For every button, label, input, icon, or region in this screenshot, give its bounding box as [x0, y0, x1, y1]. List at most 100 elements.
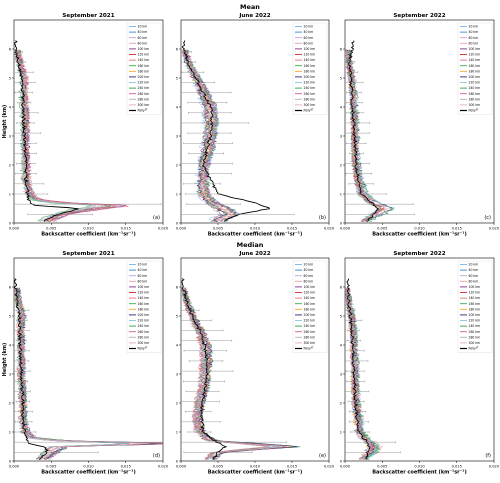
x-tick-label: 0.020: [324, 227, 335, 231]
series-line: [14, 49, 108, 222]
panel-letter: (d): [153, 453, 160, 459]
x-axis-label: Backscatter coefficient (km⁻¹sr⁻¹): [372, 470, 467, 476]
series-line: [182, 287, 287, 460]
y-tick-label: 6: [176, 47, 179, 51]
y-tick-label: 1: [340, 430, 342, 434]
legend-entry: PollyXT: [138, 108, 149, 113]
legend-entry: 160 km: [469, 302, 481, 306]
x-tick-label: 0.020: [158, 227, 169, 231]
legend-entry: 40 km: [138, 30, 148, 34]
x-tick-label: 0.010: [83, 227, 94, 231]
legend-entry: 60 km: [138, 36, 148, 40]
row-title-median: Median: [237, 241, 264, 249]
polly-line: [346, 278, 371, 460]
panel-letter: (c): [484, 215, 491, 221]
x-axis-label: Backscatter coefficient (km⁻¹sr⁻¹): [41, 232, 136, 238]
y-tick-label: 6: [9, 47, 12, 51]
y-tick-label: 6: [340, 285, 343, 289]
y-tick-label: 6: [340, 47, 343, 51]
legend-entry: 100 km: [138, 47, 150, 51]
panel-e: June 2022 0.000 0.005 0.010 0.015 0.020 0 1 2 3 4 5…: [176, 251, 335, 476]
x-tick-label: 0.005: [46, 465, 56, 469]
y-axis-label: Height (km): [2, 343, 8, 377]
legend-entry: 280 km: [469, 335, 481, 339]
legend-entry: 280 km: [138, 97, 150, 101]
legend-entry: 300 km: [138, 103, 150, 107]
legend-superscript: XT: [145, 108, 148, 111]
y-tick-label: 5: [340, 76, 342, 80]
panel-c: September 2022 0.000 0.005 0.010 0.015 0.020 0…: [340, 13, 500, 238]
y-tick-label: 2: [340, 401, 342, 405]
legend-entry: 260 km: [138, 330, 150, 334]
legend-entry: 280 km: [304, 97, 316, 101]
y-tick-label: 6: [9, 285, 12, 289]
legend-entry: 300 km: [304, 103, 316, 107]
row-title-mean: Mean: [240, 3, 260, 11]
x-tick-label: 0.005: [213, 465, 223, 469]
x-tick-label: 0.010: [414, 465, 425, 469]
legend-entry: 140 km: [469, 296, 481, 300]
plot-area: [181, 278, 301, 460]
y-tick-label: 2: [176, 401, 178, 405]
legend-entry: 220 km: [304, 319, 316, 323]
x-tick-label: 0.005: [377, 465, 387, 469]
x-tick-label: 0.010: [414, 227, 425, 231]
panel-letter: (e): [319, 453, 326, 459]
legend-box: [126, 22, 162, 115]
legend-entry: 180 km: [138, 69, 150, 73]
legend-entry: PollyXT: [469, 346, 480, 351]
legend-entry: 100 km: [469, 47, 481, 51]
legend-box: [126, 260, 162, 353]
y-tick-label: 4: [9, 343, 12, 347]
legend-entry: 200 km: [138, 75, 150, 79]
legend-entry: 160 km: [138, 64, 150, 68]
y-tick-label: 5: [176, 76, 178, 80]
x-tick-label: 0.020: [324, 465, 335, 469]
x-tick-label: 0.015: [452, 227, 462, 231]
panel-f: September 2022 0.000 0.005 0.010 0.015 0.020 0…: [340, 251, 500, 476]
legend-entry: 20 km: [304, 25, 314, 29]
legend-entry: 240 km: [469, 324, 481, 328]
x-tick-label: 0.015: [287, 465, 297, 469]
series-line: [182, 49, 228, 222]
panels: September 2021 0.000 0.005 0.010 0.015 0.020 0…: [2, 13, 500, 476]
series-line: [181, 287, 268, 460]
legend-entry: 140 km: [138, 58, 150, 62]
legend-entry: 200 km: [469, 313, 481, 317]
y-tick-label: 4: [176, 105, 179, 109]
legend-entry: 140 km: [138, 296, 150, 300]
series-line: [14, 287, 163, 460]
x-axis-label: Backscatter coefficient (km⁻¹sr⁻¹): [208, 232, 303, 238]
legend-entry: 260 km: [469, 92, 481, 96]
polly-line: [347, 40, 380, 222]
legend-superscript: XT: [311, 108, 314, 111]
series-line: [345, 49, 393, 222]
plot-area: [345, 40, 415, 222]
y-tick-label: 2: [9, 401, 11, 405]
legend-entry: 160 km: [304, 302, 316, 306]
legend-superscript: XT: [476, 346, 479, 349]
plot-area: [345, 278, 401, 460]
y-tick-label: 1: [9, 430, 11, 434]
legend-entry: 60 km: [469, 274, 479, 278]
legend-entry: 300 km: [304, 341, 316, 345]
legend-entry: 20 km: [304, 263, 314, 267]
y-tick-label: 0: [9, 459, 12, 463]
legend-entry: 200 km: [138, 313, 150, 317]
legend-entry: 20 km: [469, 25, 479, 29]
panel-b: June 2022 0.000 0.005 0.010 0.015 0.020 0 1 2 3 4 5…: [176, 13, 335, 238]
legend-entry: 160 km: [469, 64, 481, 68]
panel-d: September 2021 0.000 0.005 0.010 0.015 0.020 0…: [2, 251, 169, 476]
x-tick-label: 0.015: [121, 227, 131, 231]
legend-entry: 220 km: [469, 81, 481, 85]
legend-entry: 240 km: [138, 86, 150, 90]
x-tick-label: 0.000: [340, 465, 351, 469]
legend-entry: PollyXT: [138, 346, 149, 351]
y-tick-label: 1: [176, 192, 178, 196]
y-tick-label: 4: [340, 343, 343, 347]
legend-entry: 60 km: [469, 36, 479, 40]
plot-area: [14, 40, 162, 222]
